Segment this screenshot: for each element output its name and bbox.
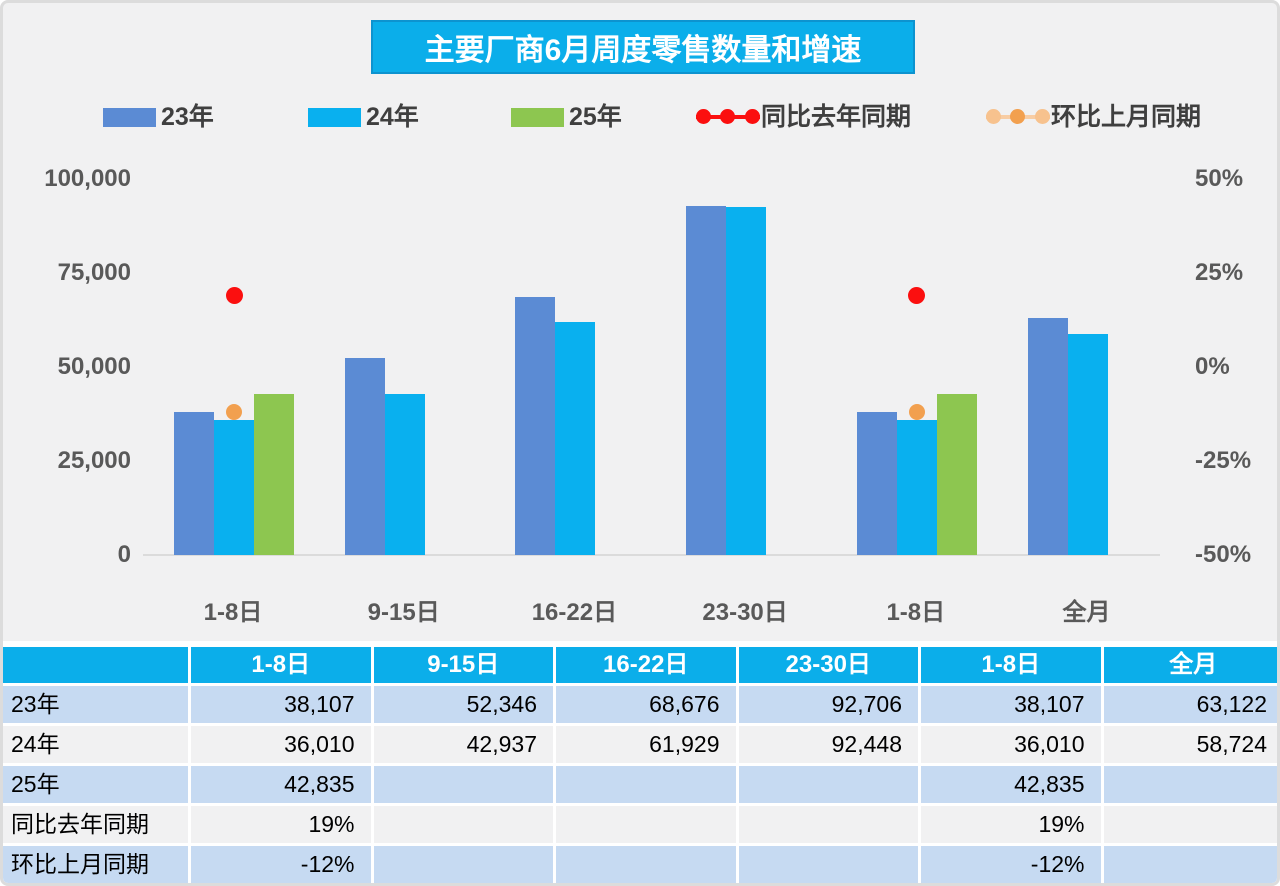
bar-series1-group4: [896, 419, 937, 555]
table-cell: [556, 806, 736, 843]
bar-series1-group3: [726, 207, 767, 555]
table-header-cell: 16-22日: [556, 647, 736, 683]
table-cell: 42,835: [921, 766, 1101, 803]
page-title: 主要厂商6月周度零售数量和增速: [424, 34, 862, 67]
legend-label-mom: 环比上月同期: [1051, 103, 1202, 131]
table-cell: -12%: [921, 846, 1101, 883]
right-axis-tick: 0%: [1195, 353, 1230, 380]
table-cell: -12%: [191, 846, 371, 883]
legend-item-year25: 25年: [511, 103, 622, 131]
left-axis-tick: 75,000: [57, 259, 131, 286]
table-cell: 63,122: [1103, 686, 1277, 723]
table-cell: 19%: [191, 806, 371, 843]
bar-series2-group4: [936, 393, 977, 555]
table-header-cell: 1-8日: [191, 647, 371, 683]
data-table: 1-8日 9-15日 16-22日 23-30日 1-8日 全月 23年 38,107 52,3…: [3, 641, 1277, 883]
x-axis-line: [143, 554, 1160, 556]
table-cell: 38,107: [191, 686, 371, 723]
mom-line-marker-icon: [986, 109, 1050, 125]
table-cell: [1103, 766, 1277, 803]
table-cell: [373, 846, 553, 883]
table-cell: 52,346: [373, 686, 553, 723]
bar-series0-group1: [344, 358, 385, 555]
bar-series1-group1: [384, 393, 425, 555]
table-cell: [373, 766, 553, 803]
table-cell: 58,724: [1103, 726, 1277, 763]
table-header-cell: 1-8日: [921, 647, 1101, 683]
legend-item-mom: 环比上月同期: [986, 103, 1202, 131]
table-row-label: 环比上月同期: [3, 846, 188, 883]
table-row-label: 23年: [3, 686, 188, 723]
table-cell: 92,706: [738, 686, 918, 723]
bar-series0-group2: [515, 296, 556, 555]
legend-label-year23: 23年: [161, 103, 214, 131]
table-cell: [1103, 806, 1277, 843]
legend-swatch-year24-icon: [308, 107, 361, 127]
table-cell: 42,835: [191, 766, 371, 803]
legend-label-year25: 25年: [569, 103, 622, 131]
table-header-cell: 23-30日: [738, 647, 918, 683]
mom-dot-group0: [226, 404, 242, 421]
table-cell: [1103, 846, 1277, 883]
table-cell: 19%: [921, 806, 1101, 843]
table-cell: [373, 806, 553, 843]
bar-series1-group5: [1067, 334, 1108, 555]
legend-item-year23: 23年: [103, 103, 214, 131]
x-axis-label: 23-30日: [702, 599, 788, 626]
legend-label-yoy: 同比去年同期: [761, 103, 912, 131]
legend-item-year24: 24年: [308, 103, 419, 131]
table-header-cell: 全月: [1103, 647, 1277, 683]
bar-series1-group0: [214, 419, 254, 555]
bar-series0-group0: [174, 411, 214, 555]
table-grid: 1-8日 9-15日 16-22日 23-30日 1-8日 全月 23年 38,107 52,3…: [3, 647, 1277, 883]
left-axis-tick: 50,000: [57, 353, 131, 380]
table-header-corner: [3, 647, 188, 683]
x-axis-label: 9-15日: [367, 599, 440, 626]
legend-swatch-year25-icon: [511, 107, 564, 127]
yoy-dot-group4: [908, 287, 926, 305]
table-cell: 38,107: [921, 686, 1101, 723]
left-axis-tick: 25,000: [57, 447, 131, 474]
table-cell: 92,448: [738, 726, 918, 763]
table-row-label: 25年: [3, 766, 188, 803]
left-axis-tick: 100,000: [44, 165, 131, 192]
chart-title-banner: 主要厂商6月周度零售数量和增速: [371, 20, 915, 74]
table-cell: [556, 766, 736, 803]
table-row-label: 24年: [3, 726, 188, 763]
right-axis-tick: -25%: [1195, 447, 1252, 474]
table-cell: 61,929: [556, 726, 736, 763]
table-cell: 36,010: [921, 726, 1101, 763]
right-axis-tick: 50%: [1195, 165, 1244, 192]
table-cell: [738, 806, 918, 843]
table-cell: [738, 766, 918, 803]
x-axis-label: 1-8日: [886, 599, 946, 626]
mom-dot-group4: [908, 404, 925, 421]
legend-item-yoy: 同比去年同期: [696, 103, 912, 131]
legend-label-year24: 24年: [366, 103, 419, 131]
table-cell: [738, 846, 918, 883]
legend-swatch-year23-icon: [103, 107, 156, 127]
table-header-cell: 9-15日: [373, 647, 553, 683]
table-cell: [556, 846, 736, 883]
bar-series0-group5: [1027, 317, 1068, 555]
bar-series0-group3: [686, 206, 727, 555]
right-axis-tick: 25%: [1195, 259, 1244, 286]
yoy-line-marker-icon: [696, 109, 760, 125]
bar-series0-group4: [856, 411, 897, 555]
table-row-label: 同比去年同期: [3, 806, 188, 843]
bar-series1-group2: [555, 322, 596, 555]
table-cell: 42,937: [373, 726, 553, 763]
x-axis-label: 16-22日: [531, 599, 618, 626]
table-cell: 68,676: [556, 686, 736, 723]
left-axis-tick: 0: [117, 541, 131, 568]
x-axis-label: 1-8日: [203, 599, 263, 626]
table-cell: 36,010: [191, 726, 371, 763]
right-axis-tick: -50%: [1195, 541, 1252, 568]
bar-series2-group0: [254, 393, 294, 555]
yoy-dot-group0: [225, 287, 243, 305]
x-axis-label: 全月: [1062, 599, 1111, 626]
